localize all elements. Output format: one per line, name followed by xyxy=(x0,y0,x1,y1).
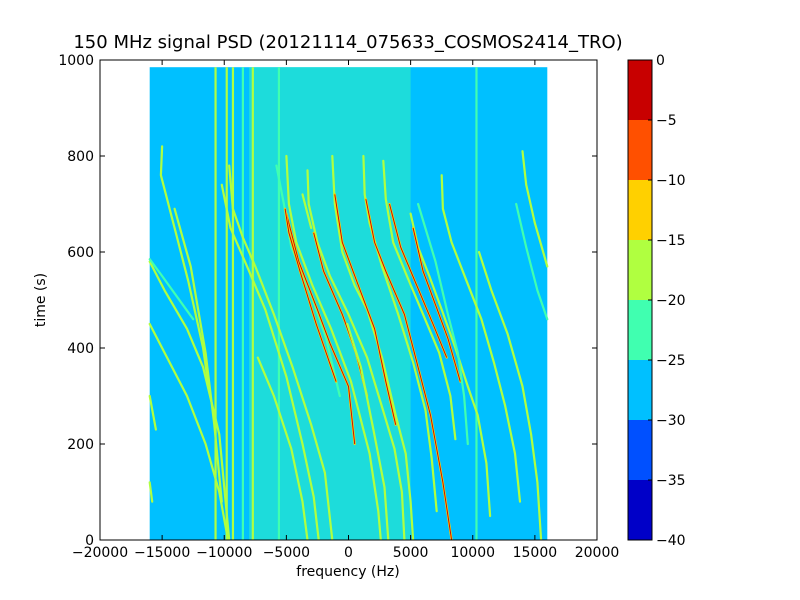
heatmap-trace-core xyxy=(389,203,448,358)
y-tick-label: 1000 xyxy=(58,53,94,69)
heatmap-trace-core xyxy=(285,213,356,445)
heatmap-layer xyxy=(148,67,549,540)
y-axis-label: time (s) xyxy=(33,273,49,327)
heatmap-trace xyxy=(301,193,313,230)
heatmap-trace xyxy=(346,322,390,540)
y-tick-label: 200 xyxy=(67,437,94,453)
heatmap-trace xyxy=(228,164,334,540)
heatmap-trace xyxy=(477,250,543,540)
heatmap-trace xyxy=(256,356,309,540)
colorbar: 0 −5 −10 −15 −20 −25 −30 −35 −40 xyxy=(627,53,686,549)
colorbar-tick-label: −35 xyxy=(656,473,686,489)
y-axis: 0 200 400 600 800 1000 xyxy=(58,53,597,549)
x-tick-label: −15000 xyxy=(134,545,190,561)
heatmap-trace xyxy=(148,481,154,503)
colorbar-tick-label: −40 xyxy=(656,533,686,549)
heatmap-trace xyxy=(220,183,320,540)
colorbar-tick-label: −15 xyxy=(656,233,686,249)
colorbar-tick-label: −20 xyxy=(656,293,686,309)
colorbar-tick-label: −5 xyxy=(656,113,677,129)
heatmap-trace xyxy=(285,154,382,540)
heatmap-trace-core xyxy=(284,208,337,382)
plot-area xyxy=(148,67,549,540)
heatmap-trace xyxy=(521,150,549,268)
colorbar-level xyxy=(628,360,652,420)
x-tick-label: 5000 xyxy=(393,545,429,561)
x-tick-label: 15000 xyxy=(513,545,558,561)
colorbar-level xyxy=(628,60,652,120)
y-tick-label: 400 xyxy=(67,341,94,357)
colorbar-level xyxy=(628,300,652,360)
heatmap-trace xyxy=(159,145,211,393)
heatmap-trace xyxy=(148,258,195,321)
heatmap-trace-core xyxy=(412,227,461,382)
heatmap-trace xyxy=(306,169,406,540)
chart-title: 150 MHz signal PSD (20121114_075633_COSM… xyxy=(73,32,622,53)
colorbar-tick-label: −25 xyxy=(656,353,686,369)
x-tick-label: 10000 xyxy=(450,545,495,561)
colorbar-level xyxy=(628,420,652,480)
colorbar-tick-label: −30 xyxy=(656,413,686,429)
heatmap-trace xyxy=(440,174,522,503)
heatmap-trace xyxy=(382,159,457,441)
x-axis-label: frequency (Hz) xyxy=(296,564,399,580)
x-axis: −20000 −15000 −10000 −5000 0 5000 10000 15000 20… xyxy=(72,60,619,561)
colorbar-tick-label: 0 xyxy=(656,53,665,69)
colorbar-level xyxy=(628,180,652,240)
heatmap-central-band xyxy=(249,67,411,540)
heatmap-trace xyxy=(148,260,231,540)
x-tick-label: 20000 xyxy=(575,545,620,561)
x-tick-label: −5000 xyxy=(263,545,310,561)
heatmap-trace xyxy=(409,212,492,518)
heatmap-trace xyxy=(173,207,223,503)
heatmap-trace-core xyxy=(365,199,453,540)
heatmap-trace-core xyxy=(313,232,368,397)
y-tick-label: 0 xyxy=(85,533,94,549)
colorbar-level xyxy=(628,120,652,180)
y-tick-label: 600 xyxy=(67,245,94,261)
heatmap-trace xyxy=(515,202,549,321)
heatmap-trace xyxy=(148,394,157,431)
x-tick-label: −10000 xyxy=(196,545,252,561)
heatmap-trace-core xyxy=(334,194,397,425)
colorbar-level xyxy=(628,240,652,300)
heatmap-trace xyxy=(275,164,341,398)
colorbar-level xyxy=(628,480,652,540)
x-tick-label: 0 xyxy=(344,545,353,561)
colorbar-tick-label: −10 xyxy=(656,173,686,189)
y-tick-label: 800 xyxy=(67,149,94,165)
x-tick-label: −20000 xyxy=(72,545,128,561)
heatmap-trace xyxy=(417,202,469,446)
